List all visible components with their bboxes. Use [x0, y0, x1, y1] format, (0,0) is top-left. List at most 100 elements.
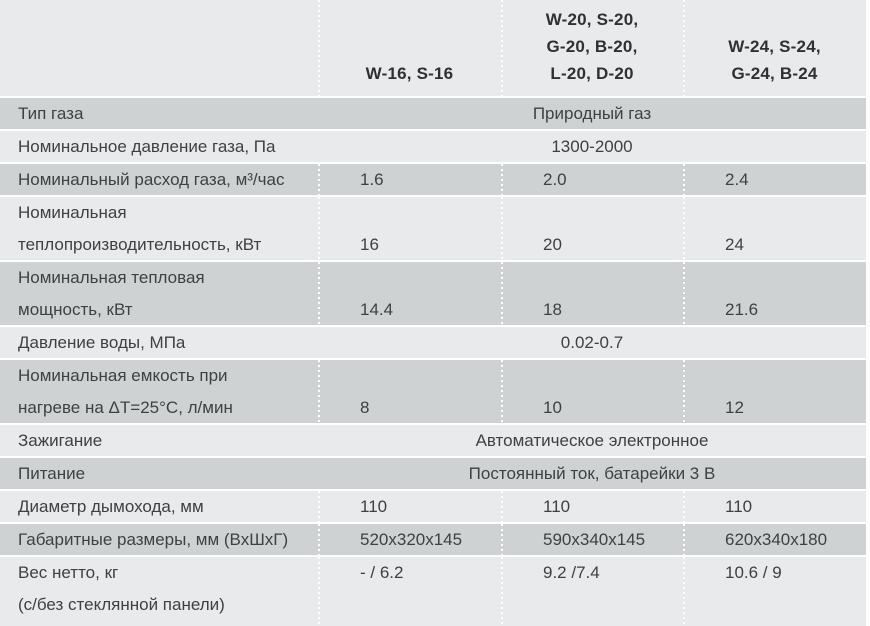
table-row-capacity: Номинальная емкость при нагреве на ΔT=25…	[0, 360, 866, 423]
value-cell: 8	[318, 360, 501, 423]
value: 590x340x145	[543, 529, 646, 549]
value: 110	[725, 496, 753, 516]
value: 9.2 /7.4	[543, 563, 600, 582]
table-row-thermal-power: Номинальная тепловая мощность, кВт 14.4 …	[0, 262, 866, 325]
model-group-label: G-20, B-20,	[546, 37, 638, 56]
model-group-label: W-16, S-16	[365, 64, 454, 83]
row-label-text: Габаритные размеры, мм (ВхШхГ)	[18, 529, 289, 549]
column-divider	[501, 197, 503, 260]
row-label: Номинальное давление газа, Па	[0, 131, 318, 162]
row-label-text: Питание	[18, 463, 86, 483]
value: 2.4	[725, 169, 749, 189]
value-cell: 10	[501, 360, 683, 423]
column-divider	[683, 524, 685, 555]
row-label-text: Номинальный расход газа, м³/час	[18, 169, 285, 189]
table-row-flue-diameter: Диаметр дымохода, мм 110 110 110	[0, 491, 866, 522]
table-row-net-weight: Вес нетто, кг (с/без стеклянной панели) …	[0, 557, 866, 626]
value-cell: 10.6 / 9	[683, 557, 866, 626]
value: 20	[543, 234, 562, 254]
row-label-text: Номинальное давление газа, Па	[18, 136, 276, 156]
value: - / 6.2	[360, 563, 404, 582]
value-cell: 9.2 /7.4	[501, 557, 683, 626]
row-label-text: нагреве на ΔT=25°C, л/мин	[18, 397, 233, 417]
span-value-cell: 1300-2000	[318, 131, 866, 162]
header-models-w16: W-16, S-16	[318, 0, 501, 96]
table-row-ignition: Зажигание Автоматическое электронное	[0, 425, 866, 456]
value-cell: 110	[318, 491, 501, 522]
row-label-text: Тип газа	[18, 103, 84, 123]
value-cell: 18	[501, 262, 683, 325]
column-divider	[501, 524, 503, 555]
column-divider	[683, 557, 685, 626]
value-cell: 2.4	[683, 164, 866, 195]
row-label: Номинальная теплопроизводительность, кВт	[0, 197, 318, 260]
column-divider	[501, 0, 503, 96]
column-divider	[683, 262, 685, 325]
value: 18	[543, 299, 562, 319]
column-divider	[683, 197, 685, 260]
value: 520x320x145	[360, 529, 463, 549]
value: 2.0	[543, 169, 567, 189]
value-cell: 620x340x180	[683, 524, 866, 555]
column-divider	[318, 524, 320, 555]
value: 16	[360, 234, 379, 254]
column-divider	[683, 0, 685, 96]
column-divider	[318, 0, 320, 96]
value: 620x340x180	[725, 529, 828, 549]
value-cell: 520x320x145	[318, 524, 501, 555]
value-cell: 24	[683, 197, 866, 260]
row-label: Вес нетто, кг (с/без стеклянной панели)	[0, 557, 318, 626]
value-cell: 2.0	[501, 164, 683, 195]
column-divider	[318, 164, 320, 195]
column-divider	[683, 491, 685, 522]
column-divider	[318, 360, 320, 423]
table-row-gas-type: Тип газа Природный газ	[0, 98, 866, 129]
row-label-text: Номинальная тепловая	[18, 268, 205, 287]
table-row-gas-pressure: Номинальное давление газа, Па 1300-2000	[0, 131, 866, 162]
table-row-power-supply: Питание Постоянный ток, батарейки 3 В	[0, 458, 866, 489]
value-cell: 590x340x145	[501, 524, 683, 555]
row-label-text: Номинальная емкость при	[18, 366, 228, 385]
span-value-cell: Постоянный ток, батарейки 3 В	[318, 458, 866, 489]
value: 8	[360, 397, 370, 417]
value-cell: 14.4	[318, 262, 501, 325]
column-divider	[683, 360, 685, 423]
value-cell: 16	[318, 197, 501, 260]
column-divider	[501, 262, 503, 325]
span-value: Природный газ	[532, 103, 652, 123]
row-label: Давление воды, МПа	[0, 327, 318, 358]
value: 12	[725, 397, 744, 417]
row-label-text: (с/без стеклянной панели)	[18, 594, 225, 614]
value-cell: 110	[501, 491, 683, 522]
column-divider	[318, 557, 320, 626]
value-cell: 20	[501, 197, 683, 260]
value: 14.4	[360, 299, 394, 319]
row-label: Зажигание	[0, 425, 318, 456]
value-cell: 110	[683, 491, 866, 522]
span-value-cell: 0.02-0.7	[318, 327, 866, 358]
column-divider	[501, 491, 503, 522]
column-divider	[318, 262, 320, 325]
value-cell: - / 6.2	[318, 557, 501, 626]
value: 10	[543, 397, 562, 417]
table-row-water-pressure: Давление воды, МПа 0.02-0.7	[0, 327, 866, 358]
row-label: Питание	[0, 458, 318, 489]
span-value: Постоянный ток, батарейки 3 В	[468, 463, 716, 483]
value: 24	[725, 234, 744, 254]
row-label: Номинальный расход газа, м³/час	[0, 164, 318, 195]
row-label-text: Вес нетто, кг	[18, 563, 119, 582]
row-label: Номинальная тепловая мощность, кВт	[0, 262, 318, 325]
row-label-text: мощность, кВт	[18, 299, 133, 319]
span-value: 1300-2000	[551, 136, 633, 156]
row-label-text: Давление воды, МПа	[18, 332, 186, 352]
column-divider	[318, 491, 320, 522]
value: 1.6	[360, 169, 384, 189]
span-value-cell: Природный газ	[318, 98, 866, 129]
table-row-gas-consumption: Номинальный расход газа, м³/час 1.6 2.0 …	[0, 164, 866, 195]
table-row-heat-output: Номинальная теплопроизводительность, кВт…	[0, 197, 866, 260]
table-header: W-16, S-16 W-20, S-20, G-20, B-20, L-20,…	[0, 0, 866, 96]
row-label: Диаметр дымохода, мм	[0, 491, 318, 522]
column-divider	[501, 360, 503, 423]
value-cell: 21.6	[683, 262, 866, 325]
